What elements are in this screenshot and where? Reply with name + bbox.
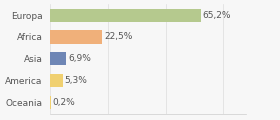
Text: 6,9%: 6,9% xyxy=(68,54,91,63)
Bar xyxy=(50,96,51,109)
Text: 22,5%: 22,5% xyxy=(104,33,132,42)
Text: 5,3%: 5,3% xyxy=(64,76,87,85)
Bar xyxy=(50,9,201,22)
Text: 65,2%: 65,2% xyxy=(203,11,231,20)
Bar xyxy=(50,74,63,87)
Bar xyxy=(50,30,102,44)
Bar xyxy=(50,52,66,65)
Text: 0,2%: 0,2% xyxy=(53,98,75,107)
